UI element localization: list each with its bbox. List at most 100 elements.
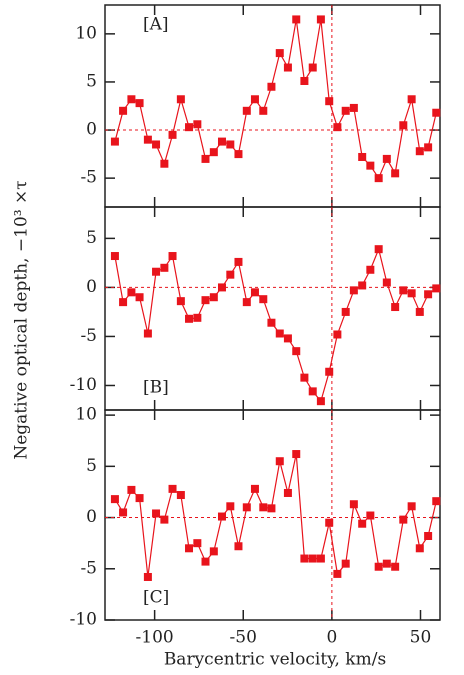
series-line xyxy=(114,453,437,578)
data-point xyxy=(110,252,119,261)
y-tick-label: 0 xyxy=(86,507,97,527)
series-line xyxy=(114,19,437,180)
data-point xyxy=(160,263,169,272)
data-point xyxy=(349,286,358,295)
data-point xyxy=(415,544,424,553)
data-point xyxy=(358,281,367,290)
data-point xyxy=(432,108,441,117)
data-point xyxy=(341,106,350,115)
data-point xyxy=(193,120,202,129)
y-tick-label: 5 xyxy=(86,71,97,91)
data-point xyxy=(283,488,292,497)
data-point xyxy=(308,554,317,563)
data-point xyxy=(358,152,367,161)
data-point xyxy=(201,557,210,566)
data-point xyxy=(242,106,251,115)
data-point xyxy=(143,572,152,581)
data-point xyxy=(226,502,235,511)
data-point xyxy=(176,491,185,500)
data-point xyxy=(424,290,433,299)
plot-frame xyxy=(104,409,441,621)
data-point xyxy=(185,544,194,553)
data-point xyxy=(209,547,218,556)
data-point xyxy=(399,286,408,295)
data-point xyxy=(217,283,226,292)
data-point xyxy=(374,174,383,183)
data-point xyxy=(382,559,391,568)
y-tick-label: 0 xyxy=(86,277,97,297)
plot-frame xyxy=(104,4,441,208)
data-point xyxy=(135,99,144,108)
data-point xyxy=(209,293,218,302)
data-point xyxy=(110,137,119,146)
data-point xyxy=(226,140,235,149)
data-point xyxy=(201,296,210,305)
data-point xyxy=(152,267,161,276)
data-point xyxy=(275,329,284,338)
data-point xyxy=(267,318,276,327)
data-point xyxy=(415,147,424,156)
data-point xyxy=(407,502,416,511)
data-point xyxy=(234,150,243,159)
data-point xyxy=(119,106,128,115)
data-point xyxy=(119,508,128,517)
data-point xyxy=(160,159,169,168)
data-point xyxy=(275,49,284,58)
data-point xyxy=(226,270,235,279)
data-point xyxy=(135,293,144,302)
data-point xyxy=(185,123,194,132)
data-point xyxy=(152,509,161,518)
data-point xyxy=(127,288,136,297)
data-point xyxy=(432,497,441,506)
data-point xyxy=(341,559,350,568)
data-point xyxy=(259,503,268,512)
y-tick-label: 10 xyxy=(75,405,97,425)
data-point xyxy=(135,494,144,503)
data-point xyxy=(308,387,317,396)
data-point xyxy=(283,334,292,343)
data-point xyxy=(292,15,301,24)
data-point xyxy=(143,135,152,144)
data-point xyxy=(415,307,424,316)
data-point xyxy=(110,495,119,504)
series-line xyxy=(114,247,437,403)
x-tick-label: 0 xyxy=(326,628,337,648)
y-tick-label: 10 xyxy=(75,23,97,43)
data-point xyxy=(382,278,391,287)
data-point xyxy=(160,515,169,524)
data-point xyxy=(308,63,317,72)
data-point xyxy=(275,457,284,466)
y-tick-label: -10 xyxy=(70,375,97,395)
data-point xyxy=(119,298,128,307)
data-point xyxy=(349,103,358,112)
data-point xyxy=(316,397,325,406)
data-point xyxy=(366,265,375,274)
data-point xyxy=(325,518,334,527)
data-point xyxy=(407,289,416,298)
data-point xyxy=(209,148,218,157)
data-point xyxy=(366,511,375,520)
y-tick-label: 5 xyxy=(86,456,97,476)
data-point xyxy=(250,288,259,297)
data-point xyxy=(316,15,325,24)
data-point xyxy=(168,252,177,261)
data-point xyxy=(250,484,259,493)
data-point xyxy=(366,161,375,170)
data-point xyxy=(234,257,243,266)
data-point xyxy=(424,143,433,152)
panel-label: [C] xyxy=(143,588,169,608)
data-point xyxy=(399,515,408,524)
data-point xyxy=(300,554,309,563)
data-point xyxy=(316,554,325,563)
data-point xyxy=(333,123,342,132)
data-point xyxy=(333,569,342,578)
data-point xyxy=(250,95,259,104)
data-point xyxy=(325,367,334,376)
x-tick-label: 50 xyxy=(410,628,432,648)
data-point xyxy=(407,95,416,104)
data-point xyxy=(217,137,226,146)
data-point xyxy=(176,297,185,306)
y-tick-label: 0 xyxy=(86,120,97,140)
data-point xyxy=(300,76,309,85)
x-tick-label: -100 xyxy=(136,628,174,648)
